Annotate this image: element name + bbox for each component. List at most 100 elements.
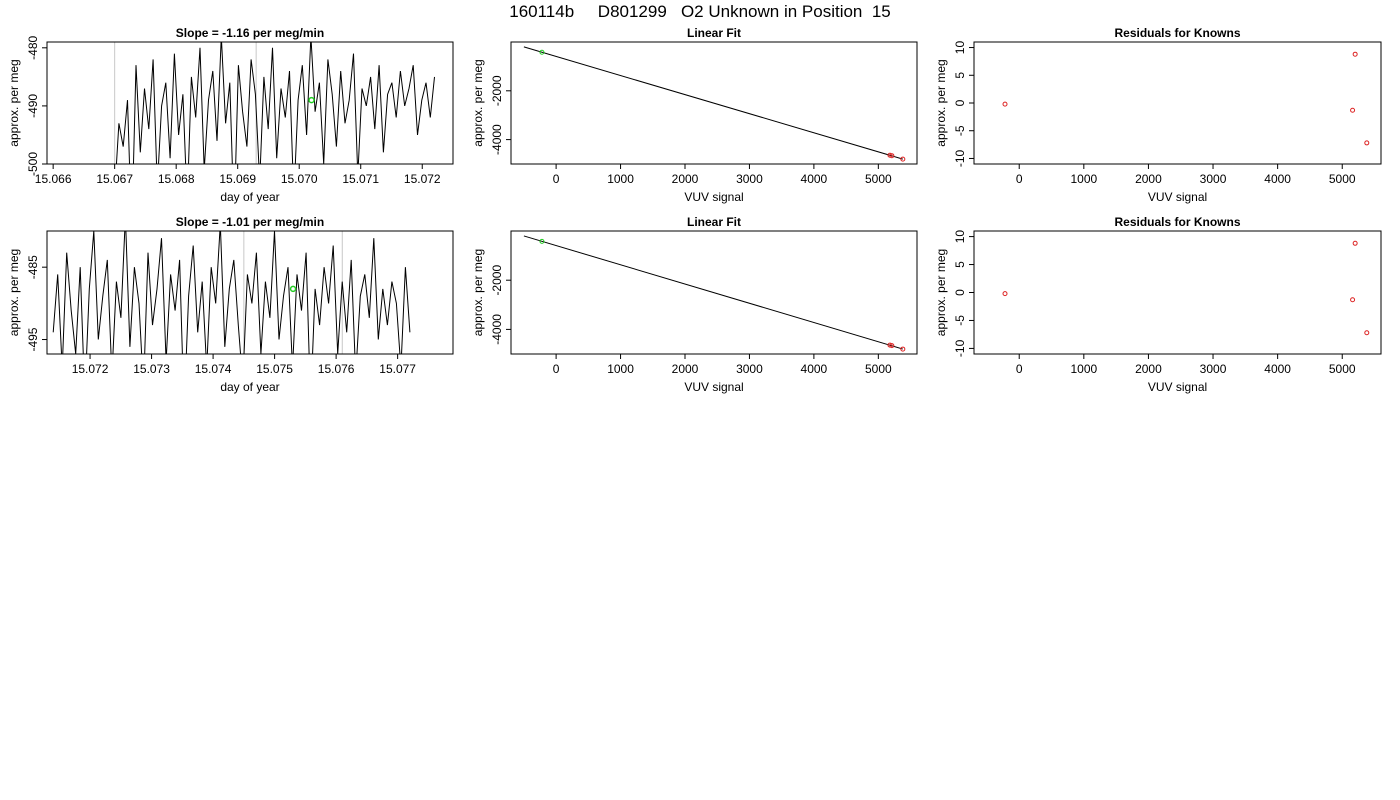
y-axis-label: approx. per meg [471,59,485,146]
y-tick-label: 10 [953,41,967,55]
x-axis-label: day of year [220,380,279,394]
y-tick-label: -5 [953,125,967,136]
x-tick-label: 15.070 [281,172,318,186]
y-axis: -2000 -4000 [490,75,511,155]
plot-frame [510,41,918,165]
x-tick-label: 15.073 [133,362,170,376]
x-axis: 15.066 15.067 15.068 15.069 15.070 15.071 15.0… [35,164,441,186]
panel-3: 0 1000 2000 3000 4000 5000 10 5 0 -5 -10 Residuals … [934,26,1382,204]
data-point [1364,140,1370,146]
panel-5: 0 1000 2000 3000 4000 5000 -2000 -4000 Linear Fi… [471,215,918,394]
y-axis-label: approx. per meg [934,59,948,146]
panel-title: Linear Fit [687,26,741,40]
y-tick-label: -5 [953,315,967,326]
plot-frame [973,230,1382,355]
panel-1: 15.066 15.067 15.068 15.069 15.070 15.071 15.0… [7,26,454,204]
x-axis-label: VUV signal [1148,380,1207,394]
y-tick-label: -4000 [490,314,504,345]
x-tick-label: 2000 [672,362,699,376]
y-axis: 10 5 0 -5 -10 [953,41,974,167]
plot-area [523,235,906,352]
x-tick-label: 2000 [1135,172,1162,186]
panel-title: Residuals for Knowns [1114,26,1240,40]
x-tick-label: 15.066 [35,172,72,186]
x-tick-label: 4000 [801,172,828,186]
x-tick-label: 3000 [1200,172,1227,186]
x-axis: 0 1000 2000 3000 4000 5000 [553,164,892,186]
x-tick-label: 15.075 [256,362,293,376]
x-tick-label: 3000 [736,172,763,186]
x-tick-label: 15.067 [96,172,133,186]
x-tick-label: 0 [1016,172,1023,186]
plot-area [114,42,435,164]
x-tick-label: 5000 [865,362,892,376]
figure-title: 160114b D801299 O2 Unknown in Position 1… [509,2,891,21]
x-axis-label: VUV signal [684,190,743,204]
plot-frame [46,41,454,165]
x-tick-label: 1000 [607,172,634,186]
y-axis: -485 -495 [26,255,47,352]
x-tick-label: 0 [553,362,560,376]
panel-4: 15.072 15.073 15.074 15.075 15.076 15.077 -485… [7,215,454,394]
y-tick-label: 0 [953,99,967,106]
data-point [889,343,895,349]
plot-frame [510,230,918,355]
data-point [1350,297,1356,303]
y-axis-label: approx. per meg [7,59,21,146]
plot-area [1002,51,1370,146]
x-axis: 15.072 15.073 15.074 15.075 15.076 15.077 [72,354,416,376]
x-tick-label: 15.071 [342,172,379,186]
fit-line [523,46,903,160]
x-axis-label: VUV signal [684,380,743,394]
x-tick-label: 2000 [672,172,699,186]
x-axis: 0 1000 2000 3000 4000 5000 [1016,164,1356,186]
x-axis-label: VUV signal [1148,190,1207,204]
plot-area [1002,240,1370,336]
x-tick-label: 3000 [736,362,763,376]
plot-frame [46,230,454,355]
x-tick-label: 15.072 [404,172,441,186]
x-axis-label: day of year [220,190,279,204]
y-axis: -2000 -4000 [490,265,511,345]
panel-title: Slope = -1.01 per meg/min [176,215,324,229]
y-tick-label: -2000 [490,265,504,296]
x-tick-label: 1000 [1070,362,1097,376]
data-point [1002,101,1008,107]
panel-6: 0 1000 2000 3000 4000 5000 10 5 0 -5 -10 Residuals … [934,215,1382,394]
x-tick-label: 3000 [1200,362,1227,376]
x-axis: 0 1000 2000 3000 4000 5000 [1016,354,1356,376]
y-tick-label: 5 [953,261,967,268]
x-tick-label: 4000 [1264,362,1291,376]
plot-area [52,231,411,354]
y-axis-label: approx. per meg [471,249,485,336]
x-tick-label: 15.074 [195,362,232,376]
panel-title: Linear Fit [687,215,741,229]
x-tick-label: 15.068 [158,172,195,186]
series-line [115,42,435,164]
x-tick-label: 2000 [1135,362,1162,376]
y-axis-label: approx. per meg [934,249,948,336]
y-tick-label: -2000 [490,75,504,106]
x-tick-label: 5000 [1329,362,1356,376]
y-tick-label: 5 [953,72,967,79]
y-tick-label: -10 [953,339,967,357]
x-tick-label: 5000 [865,172,892,186]
panel-title: Slope = -1.16 per meg/min [176,26,324,40]
y-tick-label: -490 [26,94,40,118]
panel-title: Residuals for Knowns [1114,215,1240,229]
x-axis: 0 1000 2000 3000 4000 5000 [553,354,892,376]
data-point [889,153,895,159]
y-axis: -480 -490 -500 [26,35,47,176]
x-tick-label: 0 [553,172,560,186]
data-point [1364,330,1370,336]
x-tick-label: 15.077 [379,362,416,376]
y-tick-label: -495 [26,327,40,351]
plot-area [523,46,906,162]
plot-frame [973,41,1382,165]
y-tick-label: -10 [953,149,967,167]
y-axis: 10 5 0 -5 -10 [953,230,974,357]
x-tick-label: 15.076 [318,362,355,376]
y-tick-label: -485 [26,255,40,279]
x-tick-label: 1000 [607,362,634,376]
